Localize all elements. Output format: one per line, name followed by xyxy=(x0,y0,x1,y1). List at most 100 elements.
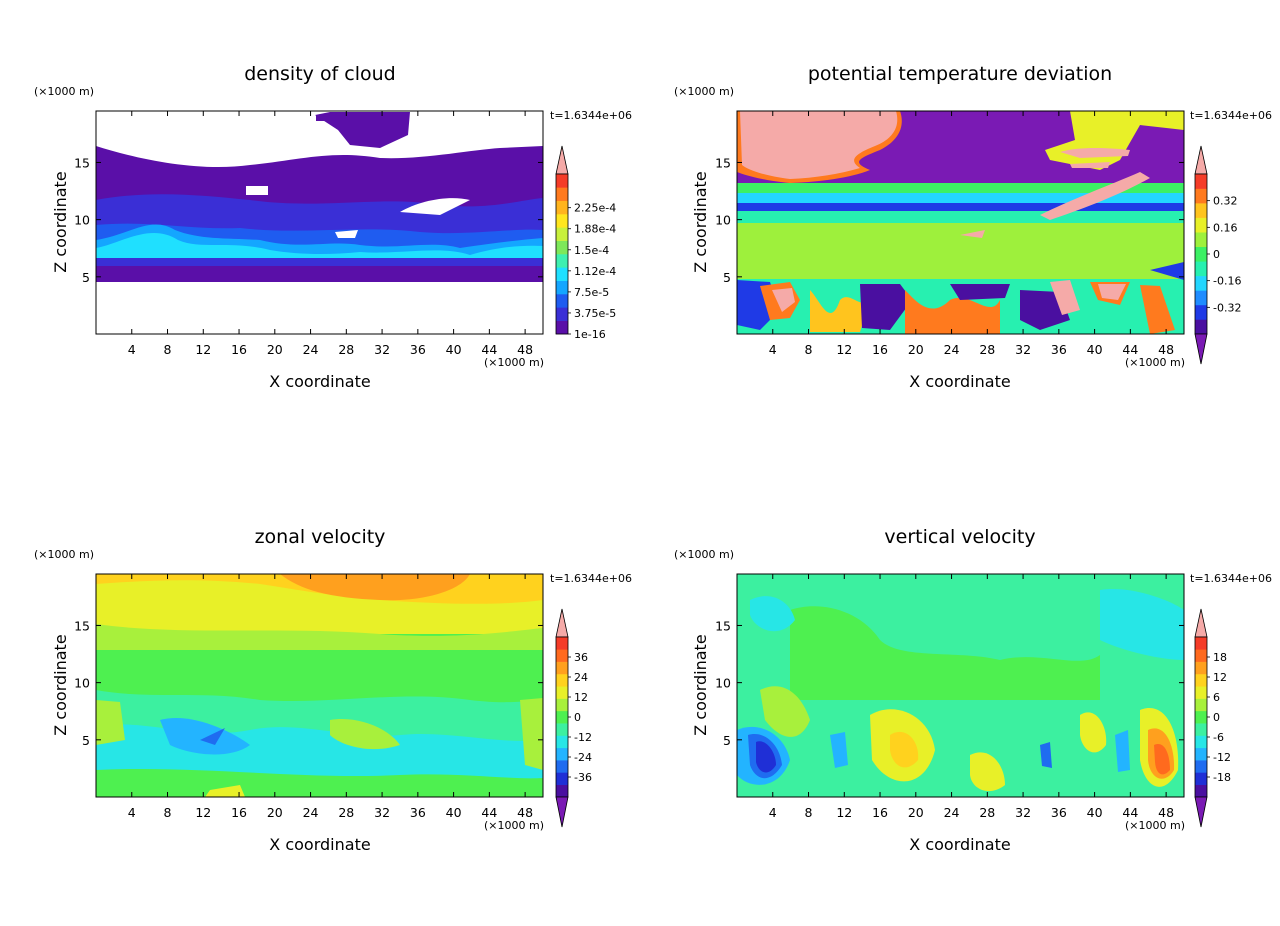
plot-frame xyxy=(736,573,1185,798)
colorbar-swatch xyxy=(556,673,568,687)
y-tick-label: 10 xyxy=(74,676,90,691)
x-tick-label: 16 xyxy=(231,342,247,357)
x-tick-label: 48 xyxy=(1158,342,1174,357)
colorbar-swatch xyxy=(1195,735,1207,749)
panel-density-of-cloud: density of cloud (×1000 m) t=1.6344e+06 … xyxy=(34,63,632,391)
colorbar-label: 1.12e-4 xyxy=(574,265,616,278)
panel-title: vertical velocity xyxy=(884,526,1035,548)
x-axis-label: X coordinate xyxy=(269,835,370,854)
colorbar-swatch xyxy=(556,686,568,699)
colorbar-swatch xyxy=(1195,723,1207,736)
y-ticks: 5 10 15 xyxy=(715,618,1184,748)
colorbar-swatch xyxy=(556,254,568,268)
colorbar-swatch xyxy=(1195,661,1207,675)
colorbar-swatch xyxy=(1195,698,1207,712)
x-tick-label: 36 xyxy=(410,342,426,357)
x-tick-label: 44 xyxy=(481,805,497,820)
colorbar-label: -12 xyxy=(1213,751,1231,764)
y-axis-label: Z coordinate xyxy=(691,634,710,735)
y-unit-label: (×1000 m) xyxy=(34,85,94,98)
x-tick-label: 4 xyxy=(769,342,777,357)
colorbar-swatch xyxy=(1195,174,1207,189)
colorbar-swatch xyxy=(556,710,568,724)
x-tick-label: 36 xyxy=(1051,805,1067,820)
x-tick-label: 24 xyxy=(944,342,960,357)
colorbar-swatch xyxy=(556,698,568,712)
x-tick-label: 12 xyxy=(836,342,852,357)
colorbar-swatch xyxy=(556,214,568,228)
colorbar-label: 0.32 xyxy=(1213,195,1238,208)
x-tick-label: 44 xyxy=(1122,805,1138,820)
field-plot xyxy=(96,574,543,797)
x-tick-label: 32 xyxy=(1015,342,1031,357)
y-tick-label: 5 xyxy=(82,733,90,748)
x-tick-label: 16 xyxy=(872,342,888,357)
colorbar-label: 0.16 xyxy=(1213,221,1238,234)
colorbar-label: 7.5e-5 xyxy=(574,286,609,299)
x-tick-label: 32 xyxy=(374,805,390,820)
x-tick-label: 44 xyxy=(1122,342,1138,357)
x-unit-label: (×1000 m) xyxy=(1125,356,1185,369)
colorbar-swatch xyxy=(556,227,568,241)
x-tick-label: 40 xyxy=(1087,342,1103,357)
x-axis-label: X coordinate xyxy=(909,372,1010,391)
colorbar-label: 36 xyxy=(574,651,588,664)
time-label: t=1.6344e+06 xyxy=(550,109,632,122)
x-tick-label: 40 xyxy=(446,805,462,820)
x-unit-label: (×1000 m) xyxy=(484,819,544,832)
y-unit-label: (×1000 m) xyxy=(674,548,734,561)
colorbar-swatch xyxy=(556,661,568,675)
x-tick-label: 20 xyxy=(908,342,924,357)
x-unit-label: (×1000 m) xyxy=(1125,819,1185,832)
colorbar-label: 0 xyxy=(1213,248,1220,261)
colorbar-label: 3.75e-5 xyxy=(574,307,616,320)
colorbar-swatch xyxy=(556,240,568,255)
colorbar-swatch xyxy=(556,174,568,188)
colorbar-over-triangle xyxy=(1194,145,1208,175)
x-tick-label: 12 xyxy=(836,805,852,820)
y-axis-label: Z coordinate xyxy=(691,171,710,272)
x-tick-label: 8 xyxy=(164,342,172,357)
y-tick-label: 5 xyxy=(723,733,731,748)
colorbar-swatch xyxy=(1195,203,1207,218)
x-tick-label: 44 xyxy=(481,342,497,357)
colorbar-under-triangle xyxy=(555,796,569,828)
x-tick-label: 20 xyxy=(267,805,283,820)
colorbar-swatch xyxy=(1195,784,1207,798)
colorbar-over-triangle xyxy=(555,608,569,638)
colorbar-swatch xyxy=(556,747,568,761)
x-tick-label: 36 xyxy=(1051,342,1067,357)
colorbar-swatch xyxy=(556,320,568,335)
colorbar-swatch xyxy=(556,307,568,321)
plot-frame xyxy=(95,110,544,335)
x-tick-label: 12 xyxy=(195,805,211,820)
x-tick-label: 32 xyxy=(1015,805,1031,820)
colorbar-swatch xyxy=(1195,188,1207,204)
y-tick-label: 15 xyxy=(715,155,731,170)
colorbar-frame xyxy=(555,173,569,335)
x-ticks: 4 8 12 16 20 24 28 32 36 40 44 48 xyxy=(769,574,1174,820)
colorbar-swatch xyxy=(1195,290,1207,306)
colorbar-swatch xyxy=(556,735,568,749)
colorbar: 1e-16 3.75e-5 7.5e-5 1.12e-4 1.5e-4 1.88e-4 2.… xyxy=(555,145,616,341)
colorbar-label: 0 xyxy=(1213,711,1220,724)
colorbar-over-triangle xyxy=(1194,608,1208,638)
colorbar: -0.32 -0.16 0 0.16 0.32 xyxy=(1194,145,1241,365)
colorbar-swatch xyxy=(556,760,568,773)
x-tick-label: 24 xyxy=(303,342,319,357)
colorbar-label: 18 xyxy=(1213,651,1227,664)
x-ticks: 4 8 12 16 20 24 28 32 36 40 44 48 xyxy=(769,111,1174,357)
colorbar-swatch xyxy=(1195,747,1207,761)
colorbar-label: -12 xyxy=(574,731,592,744)
y-ticks: 5 10 15 xyxy=(74,618,543,748)
y-axis-label: Z coordinate xyxy=(51,634,70,735)
colorbar-swatch xyxy=(1195,261,1207,277)
time-label: t=1.6344e+06 xyxy=(550,572,632,585)
y-tick-label: 10 xyxy=(715,213,731,228)
colorbar-label: 12 xyxy=(1213,671,1227,684)
x-tick-label: 8 xyxy=(164,805,172,820)
colorbar-label: -0.32 xyxy=(1213,301,1241,314)
colorbar-swatch xyxy=(1195,304,1207,320)
x-tick-label: 24 xyxy=(303,805,319,820)
